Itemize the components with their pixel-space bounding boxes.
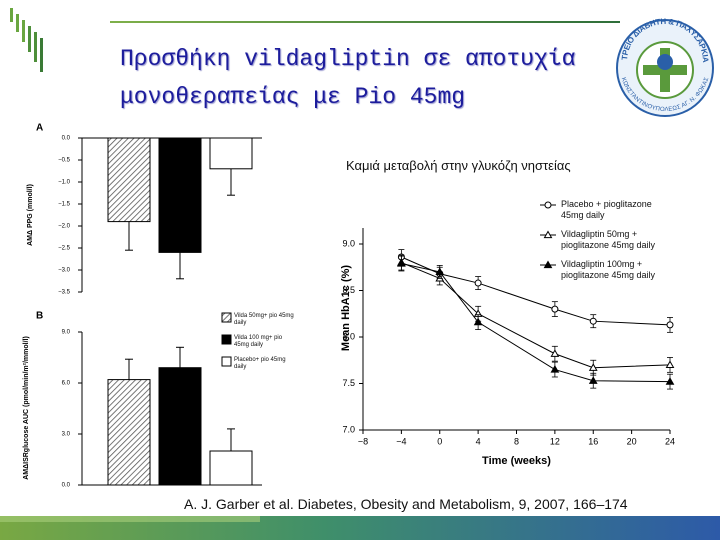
x-tick-label: 8 [514,436,519,446]
y-tick-label: −2.5 [58,246,71,252]
citation: A. J. Garber et al. Diabetes, Obesity an… [184,496,628,512]
y-tick-label: −2.0 [58,224,71,230]
bar [209,137,253,170]
marker [551,305,559,313]
bar [209,450,253,486]
y-tick-label: 3.0 [62,432,71,438]
y-tick-label: 0.0 [62,483,71,489]
y-tick-label: −1.5 [58,202,71,208]
bar [107,379,151,486]
series-line [401,262,671,369]
legend-swatch [221,312,232,323]
marker [550,349,560,357]
y-axis-label: Mean HbA1c (%) [340,265,352,352]
series-line [401,263,671,383]
y-tick-label: −3.0 [58,268,71,274]
marker [473,317,483,326]
y-tick-label: 9.0 [62,330,71,336]
bar [158,137,202,253]
x-tick-label: 0 [437,436,442,446]
y-tick-label: 7.5 [342,378,355,388]
marker [435,267,445,276]
x-tick-label: 24 [665,436,675,446]
marker [550,365,560,373]
y-tick-label: −0.5 [58,158,71,164]
legend-marker [544,201,552,209]
x-tick-label: −4 [396,436,406,446]
legend-marker [543,260,553,269]
marker [665,360,675,369]
legend-marker [543,230,553,239]
y-tick-label: −3.5 [58,290,71,296]
marker [588,363,598,371]
panel-letter: A [36,123,43,134]
legend-label: Vilda 100 mg+ pio 45mg daily [234,335,283,348]
bar [107,137,151,223]
legend-label: Placebo + pioglitazone 45mg daily [561,199,652,220]
marker [589,317,597,325]
legend-label: Vildagliptin 100mg + pioglitazone 45mg d… [561,259,656,280]
y-axis-label: AMΔISRglucose AUC (pmol/min/m²/mmol/l) [23,336,30,480]
legend-label: Vildagliptin 50mg + pioglitazone 45mg da… [561,229,656,250]
y-tick-label: −1.0 [58,180,71,186]
x-tick-label: 20 [627,436,637,446]
legend-label: Placebo+ pio 45mg daily [234,357,286,370]
marker [474,279,482,287]
decoration [0,8,720,540]
y-tick-label: 9.0 [342,238,355,248]
subtitle: Καμιά μεταβολή στην γλυκόζη νηστείας [346,158,571,173]
y-tick-label: 0.0 [62,136,71,142]
x-tick-label: 12 [550,436,560,446]
x-tick-label: 16 [588,436,598,446]
marker [666,321,674,329]
y-tick-label: 8.5 [342,285,355,295]
title-line: Προσθήκη vildagliptin σε αποτυχία [120,46,576,72]
marker [665,377,675,385]
marker [397,259,406,267]
legend-swatch [221,356,232,367]
y-axis-label: AMΔ PPG (mmol/l) [27,184,34,246]
x-tick-label: 4 [476,436,481,446]
y-tick-label: 7.0 [342,424,355,434]
panel-letter: B [36,311,43,322]
y-tick-label: 6.0 [62,381,71,387]
marker [588,376,598,384]
title-line: μονοθεραπείας με Pio 45mg [120,84,466,110]
x-axis-label: Time (weeks) [482,455,551,467]
x-tick-label: −8 [358,436,368,446]
y-tick-label: 8.0 [342,331,355,341]
legend-swatch [221,334,232,345]
bar [158,367,202,486]
legend-label: Vilda 50mg+ pio 45mg daily [234,313,294,326]
